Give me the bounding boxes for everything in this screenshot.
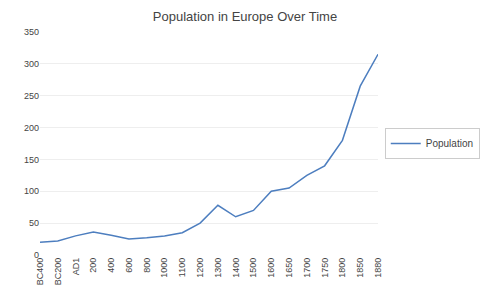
svg-text:1750: 1750 — [320, 258, 330, 278]
svg-text:AD1: AD1 — [71, 258, 81, 276]
svg-text:400: 400 — [106, 258, 116, 273]
svg-text:1500: 1500 — [248, 258, 258, 278]
svg-text:150: 150 — [24, 155, 39, 165]
svg-text:100: 100 — [24, 186, 39, 196]
svg-text:1300: 1300 — [213, 258, 223, 278]
svg-text:1700: 1700 — [302, 258, 312, 278]
svg-text:1880: 1880 — [373, 258, 383, 278]
svg-text:BC400: BC400 — [35, 258, 45, 286]
svg-text:BC200: BC200 — [53, 258, 63, 286]
svg-text:1800: 1800 — [337, 258, 347, 278]
svg-text:350: 350 — [24, 27, 39, 37]
svg-text:1100: 1100 — [177, 258, 187, 277]
svg-text:250: 250 — [24, 91, 39, 101]
svg-text:50: 50 — [29, 218, 39, 228]
svg-text:1200: 1200 — [195, 258, 205, 278]
svg-text:1000: 1000 — [159, 258, 169, 278]
svg-text:1850: 1850 — [355, 258, 365, 278]
svg-text:1600: 1600 — [266, 258, 276, 278]
svg-text:200: 200 — [24, 123, 39, 133]
svg-text:300: 300 — [24, 59, 39, 69]
svg-text:200: 200 — [88, 258, 98, 273]
svg-text:Population: Population — [426, 138, 473, 149]
svg-text:1650: 1650 — [284, 258, 294, 278]
svg-text:0: 0 — [34, 250, 39, 260]
svg-text:600: 600 — [124, 258, 134, 273]
svg-text:1400: 1400 — [231, 258, 241, 278]
svg-text:800: 800 — [142, 258, 152, 273]
svg-text:Population in Europe Over Time: Population in Europe Over Time — [153, 9, 337, 24]
